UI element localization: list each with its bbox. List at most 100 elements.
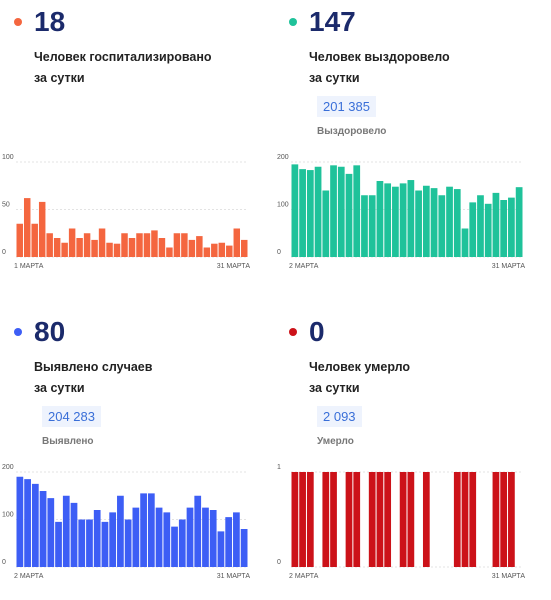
bar [70, 502, 78, 567]
headline-number: 18 [34, 6, 66, 37]
bar [430, 188, 438, 257]
bar [136, 233, 143, 257]
bar [106, 242, 113, 257]
bar [93, 510, 101, 567]
x-tick-label: 2 МАРТА [289, 263, 319, 270]
stat-panel: 147 Человек выздоровело за сутки 201 385 Выз… [275, 0, 550, 290]
bar-chart: 0 50 100 1 МАРТА 31 МАРТА [2, 154, 250, 270]
headline-number: 147 [309, 6, 356, 37]
bar [76, 238, 83, 257]
bar [188, 239, 196, 257]
stat-title: за сутки [34, 71, 85, 85]
total-value: 204 283 [42, 406, 101, 427]
bar [68, 228, 76, 257]
y-tick-label: 50 [2, 201, 10, 208]
bar [158, 238, 166, 257]
bar [194, 495, 202, 567]
bar [361, 195, 368, 257]
bar [384, 472, 392, 567]
bar [461, 472, 469, 567]
bar [240, 529, 248, 567]
bar-chart: 0 100 200 2 МАРТА 31 МАРТА [2, 464, 251, 580]
bar-chart: 0 1 2 МАРТА 31 МАРТА [277, 464, 525, 580]
color-dot [289, 328, 297, 336]
bar [78, 519, 86, 567]
bar [330, 165, 337, 257]
bar [376, 472, 384, 567]
bar [392, 186, 399, 257]
headline-number: 80 [34, 316, 66, 347]
bar [399, 183, 407, 257]
stat-panel: 80 Выявлено случаев за сутки 204 283 Выявлен… [0, 310, 275, 600]
bar [109, 512, 117, 567]
bar [508, 197, 515, 257]
bar [515, 187, 523, 257]
bar [446, 186, 453, 257]
bar [186, 507, 194, 567]
bar [225, 517, 233, 567]
bar [61, 242, 68, 257]
bar [453, 189, 461, 257]
bar [196, 236, 203, 257]
bar [202, 507, 209, 567]
bar [178, 519, 186, 567]
x-tick-label: 31 МАРТА [492, 263, 526, 270]
bar [16, 223, 23, 257]
bar [241, 239, 248, 257]
headline-number: 0 [309, 316, 325, 347]
x-tick-label: 31 МАРТА [217, 573, 251, 580]
bar [113, 243, 121, 257]
total-label: Выздоровело [317, 126, 387, 137]
bar [306, 170, 314, 257]
stat-title: Человек выздоровело [309, 50, 450, 64]
bar [314, 166, 322, 257]
bar [166, 247, 173, 257]
bar [384, 183, 392, 257]
stat-title: Выявлено случаев [34, 360, 153, 374]
bar [24, 479, 31, 567]
stat-title: за сутки [34, 381, 85, 395]
bar [23, 198, 31, 257]
bar [226, 245, 233, 257]
bar [46, 233, 53, 257]
bar [98, 228, 106, 257]
bar [91, 239, 98, 257]
y-tick-label: 0 [277, 249, 281, 256]
stat-panel: 18 Человек госпитализировано за сутки 0 50 10… [0, 0, 275, 290]
y-tick-label: 0 [2, 559, 6, 566]
bar [500, 200, 508, 257]
bar [330, 472, 337, 567]
bar [469, 472, 477, 567]
bar [53, 238, 61, 257]
bar [345, 472, 353, 567]
bar [209, 510, 217, 567]
bar [407, 180, 415, 257]
bar [422, 472, 430, 567]
bar [173, 233, 181, 257]
bar [147, 493, 155, 567]
y-tick-label: 0 [277, 559, 281, 566]
stat-title: Человек умерло [309, 360, 411, 374]
bar [31, 483, 39, 567]
bar [376, 181, 384, 257]
bar [477, 195, 484, 257]
bar [322, 472, 330, 567]
bar [39, 491, 47, 567]
x-tick-label: 2 МАРТА [289, 573, 319, 580]
bar [422, 185, 430, 257]
bar [171, 526, 178, 567]
bar [86, 519, 93, 567]
y-tick-label: 1 [277, 464, 281, 471]
bar [353, 165, 361, 257]
stat-title: за сутки [309, 71, 360, 85]
bar [415, 190, 422, 257]
bar [101, 521, 109, 567]
bar [217, 531, 225, 567]
total-value: 2 093 [317, 406, 362, 427]
bar [128, 238, 136, 257]
bar [233, 512, 240, 567]
bar [353, 472, 361, 567]
bar [47, 498, 55, 567]
bar [291, 472, 299, 567]
